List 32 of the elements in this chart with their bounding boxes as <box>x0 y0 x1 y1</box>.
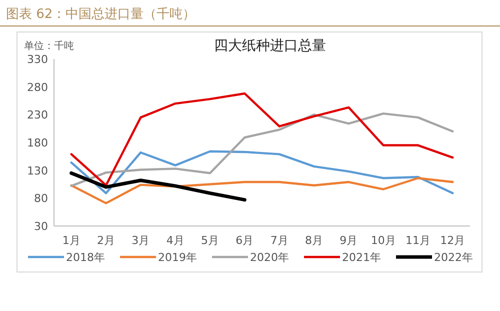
x-tick-label: 11月 <box>406 234 430 247</box>
legend-label: 2021年 <box>342 251 381 264</box>
x-tick-label: 7月 <box>270 234 288 247</box>
x-tick-label: 6月 <box>236 234 254 247</box>
line-series <box>70 177 454 204</box>
x-tick-label: 5月 <box>201 234 219 247</box>
chart-subtitle: 四大纸种进口总量 <box>214 38 326 54</box>
line-series <box>70 92 454 186</box>
y-tick-label: 130 <box>27 164 48 178</box>
legend-label: 2020年 <box>250 251 289 264</box>
legend-label: 2018年 <box>66 251 105 264</box>
y-tick-label: 80 <box>34 192 48 206</box>
x-tick-label: 4月 <box>166 234 184 247</box>
x-tick-label: 12月 <box>440 234 466 247</box>
y-tick-label: 280 <box>27 80 48 94</box>
x-tick-label: 3月 <box>132 234 150 247</box>
legend-label: 2019年 <box>158 251 197 264</box>
y-tick-label: 30 <box>34 220 48 233</box>
x-tick-label: 1月 <box>62 234 80 247</box>
x-tick-label: 10月 <box>370 234 396 247</box>
line-series <box>70 150 454 194</box>
y-tick-label: 330 <box>27 53 48 66</box>
x-tick-label: 8月 <box>305 234 323 247</box>
text: 单位：千吨 <box>24 40 74 52</box>
y-tick-label: 180 <box>27 136 48 150</box>
y-tick-label: 230 <box>27 108 48 122</box>
chart-title: 图表 62：中国总进口量（千吨） <box>6 7 196 22</box>
line-series <box>70 171 246 202</box>
x-tick-label: 2月 <box>97 234 115 247</box>
line-series <box>70 112 454 188</box>
x-tick-label: 9月 <box>340 234 358 247</box>
legend-label: 2022年 <box>434 251 473 264</box>
